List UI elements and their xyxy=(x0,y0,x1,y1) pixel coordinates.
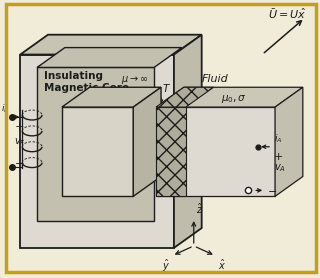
Text: $N$: $N$ xyxy=(84,133,94,145)
Text: $\hat{y}$: $\hat{y}$ xyxy=(162,258,170,274)
Text: $\mu_0, \sigma$: $\mu_0, \sigma$ xyxy=(220,93,246,105)
Polygon shape xyxy=(156,87,303,107)
Text: W: W xyxy=(139,151,149,161)
Text: turns: turns xyxy=(84,146,107,155)
Polygon shape xyxy=(174,35,202,248)
Text: $\bar{U} = U\hat{x}$: $\bar{U} = U\hat{x}$ xyxy=(268,7,307,21)
Text: +: + xyxy=(274,152,284,162)
Text: $i_F$: $i_F$ xyxy=(1,103,9,115)
Polygon shape xyxy=(156,107,186,196)
Text: Magnetic Core: Magnetic Core xyxy=(44,83,129,93)
Polygon shape xyxy=(62,87,161,107)
Polygon shape xyxy=(20,54,174,248)
Text: Fluid: Fluid xyxy=(202,74,229,84)
Text: Insulating: Insulating xyxy=(44,71,103,81)
Polygon shape xyxy=(133,87,161,196)
Text: +: + xyxy=(14,122,24,132)
Text: $v_F$: $v_F$ xyxy=(14,136,26,148)
Polygon shape xyxy=(37,48,182,68)
Text: D: D xyxy=(167,130,175,140)
Polygon shape xyxy=(156,107,275,196)
Polygon shape xyxy=(37,68,154,221)
Text: $v_A$: $v_A$ xyxy=(274,163,286,175)
Text: $-$: $-$ xyxy=(14,157,24,167)
Polygon shape xyxy=(156,87,213,107)
Text: $\mu \rightarrow \infty$: $\mu \rightarrow \infty$ xyxy=(121,74,149,86)
Text: $\hat{z}$: $\hat{z}$ xyxy=(196,202,203,216)
Polygon shape xyxy=(62,107,133,196)
Polygon shape xyxy=(275,87,303,196)
Text: $-$: $-$ xyxy=(267,185,277,195)
Text: $i_A$: $i_A$ xyxy=(274,132,283,145)
Polygon shape xyxy=(20,35,202,54)
Text: $\hat{x}$: $\hat{x}$ xyxy=(218,258,226,272)
Text: T: T xyxy=(163,84,169,94)
